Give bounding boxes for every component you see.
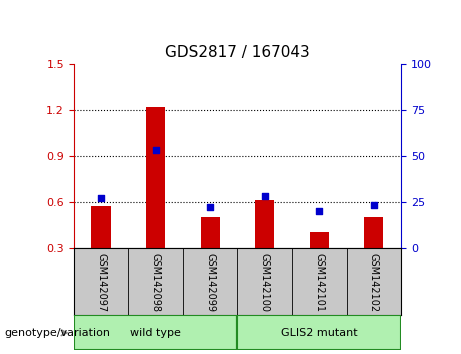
Text: GLIS2 mutant: GLIS2 mutant — [281, 328, 358, 338]
Text: genotype/variation: genotype/variation — [5, 328, 111, 338]
Text: GSM142100: GSM142100 — [260, 253, 270, 312]
Bar — [310, 233, 329, 248]
Point — [315, 208, 323, 214]
Bar — [201, 217, 220, 248]
Text: GSM142097: GSM142097 — [96, 253, 106, 312]
Text: GSM142099: GSM142099 — [205, 253, 215, 312]
Bar — [255, 200, 274, 248]
Text: GSM142098: GSM142098 — [151, 253, 160, 312]
Bar — [364, 217, 384, 248]
Bar — [91, 206, 111, 248]
Text: GSM142101: GSM142101 — [314, 253, 324, 312]
Point — [97, 195, 105, 201]
Text: GSM142102: GSM142102 — [369, 253, 379, 312]
Bar — [237, 315, 401, 350]
Title: GDS2817 / 167043: GDS2817 / 167043 — [165, 45, 310, 60]
Text: wild type: wild type — [130, 328, 181, 338]
Point — [152, 147, 159, 153]
Bar — [146, 107, 165, 248]
Point — [261, 193, 268, 199]
Point — [207, 205, 214, 210]
Bar — [74, 315, 237, 350]
Point — [370, 202, 378, 208]
